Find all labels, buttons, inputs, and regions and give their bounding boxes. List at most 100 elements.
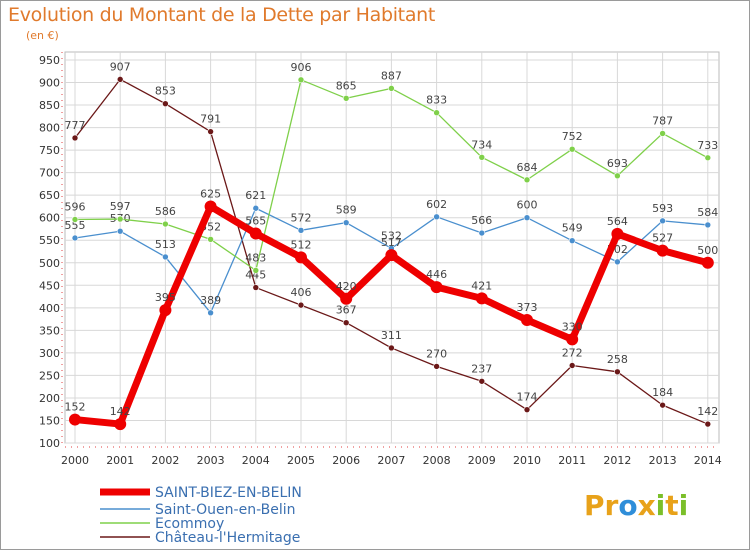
data-label: 555 (65, 219, 86, 232)
data-label: 517 (381, 236, 402, 249)
data-point (521, 313, 533, 326)
data-label: 445 (245, 269, 266, 282)
data-label: 833 (426, 94, 447, 107)
x-tick-label: 2004 (242, 454, 270, 467)
legend-label: Saint-Ouen-en-Belin (155, 502, 296, 518)
data-point (523, 406, 531, 413)
data-point (207, 236, 214, 243)
data-label: 549 (562, 222, 583, 235)
data-label: 791 (200, 113, 221, 126)
x-tick-label: 2007 (377, 454, 405, 467)
data-label: 777 (65, 119, 86, 132)
data-point (614, 172, 621, 180)
data-label: 184 (652, 386, 673, 399)
data-label: 586 (155, 205, 176, 218)
data-label: 853 (155, 85, 176, 98)
y-tick-label: 700 (39, 167, 60, 180)
x-tick-label: 2002 (151, 454, 179, 467)
y-tick-label: 100 (39, 437, 60, 450)
data-point (701, 256, 714, 269)
data-point (116, 227, 124, 235)
data-point (433, 363, 440, 370)
data-label: 527 (652, 232, 673, 245)
data-point (207, 309, 214, 317)
data-point (114, 418, 127, 431)
data-label: 564 (607, 215, 628, 228)
legend-label: Château-l'Hermitage (155, 530, 300, 546)
x-tick-label: 2008 (423, 454, 451, 467)
data-label: 483 (245, 251, 266, 264)
data-point (252, 267, 260, 274)
data-label: 420 (336, 280, 357, 293)
data-point (162, 220, 169, 228)
data-label: 589 (336, 204, 357, 217)
y-tick-label: 750 (39, 144, 60, 157)
data-point (478, 154, 486, 161)
data-point (478, 377, 486, 385)
data-label: 906 (291, 61, 312, 74)
data-label: 602 (426, 198, 447, 211)
data-point (295, 251, 307, 264)
y-tick-label: 300 (39, 347, 60, 360)
data-point (388, 344, 395, 352)
data-point (568, 237, 576, 244)
data-label: 865 (336, 79, 357, 92)
y-tick-label: 400 (39, 302, 60, 315)
x-tick-label: 2014 (694, 454, 722, 467)
legend-label: Ecommoy (155, 516, 224, 532)
data-label: 421 (471, 279, 492, 292)
data-label: 270 (426, 347, 447, 360)
x-tick-label: 2000 (61, 454, 89, 467)
data-point (614, 258, 621, 266)
x-tick-label: 2012 (603, 454, 631, 467)
y-tick-label: 500 (39, 257, 60, 270)
y-tick-label: 800 (39, 122, 60, 135)
data-point (704, 221, 712, 229)
data-label: 367 (336, 304, 357, 317)
chart-title: Evolution du Montant de la Dette par Hab… (8, 4, 436, 26)
y-tick-label: 550 (39, 234, 60, 247)
data-label: 237 (471, 362, 492, 375)
data-label: 600 (517, 199, 538, 212)
data-point (342, 319, 350, 326)
y-tick-label: 650 (39, 189, 60, 202)
data-point (71, 134, 79, 142)
data-point (69, 413, 81, 426)
x-tick-label: 2011 (558, 454, 586, 467)
y-tick-label: 350 (39, 324, 60, 337)
y-tick-label: 200 (39, 392, 60, 405)
data-point (71, 216, 79, 223)
data-point (342, 219, 350, 226)
data-label: 596 (65, 201, 86, 214)
data-point (523, 176, 531, 184)
data-label: 272 (562, 346, 583, 359)
y-tick-label: 900 (39, 77, 60, 90)
data-point (656, 244, 669, 257)
proxiti-logo: Proxiti (584, 489, 689, 522)
x-tick-label: 2006 (332, 454, 360, 467)
data-point (116, 76, 124, 83)
data-label: 621 (245, 189, 266, 202)
data-point (340, 292, 353, 305)
data-point (659, 401, 666, 409)
data-label: 330 (562, 320, 583, 333)
data-point (204, 200, 217, 213)
data-label: 593 (652, 202, 673, 215)
data-point (611, 227, 624, 240)
data-label: 532 (381, 229, 402, 242)
data-point (159, 304, 172, 317)
legend-label: SAINT-BIEZ-EN-BELIN (155, 485, 302, 501)
data-point (116, 215, 124, 223)
x-tick-label: 2010 (513, 454, 541, 467)
y-tick-label: 600 (39, 212, 60, 225)
chart-subtitle: (en €) (26, 29, 59, 42)
y-tick-label: 250 (39, 369, 60, 382)
data-point (207, 128, 214, 135)
data-label: 693 (607, 157, 628, 170)
data-label: 500 (697, 244, 718, 257)
data-point (704, 154, 712, 162)
data-point (659, 217, 666, 225)
data-point (71, 234, 79, 242)
